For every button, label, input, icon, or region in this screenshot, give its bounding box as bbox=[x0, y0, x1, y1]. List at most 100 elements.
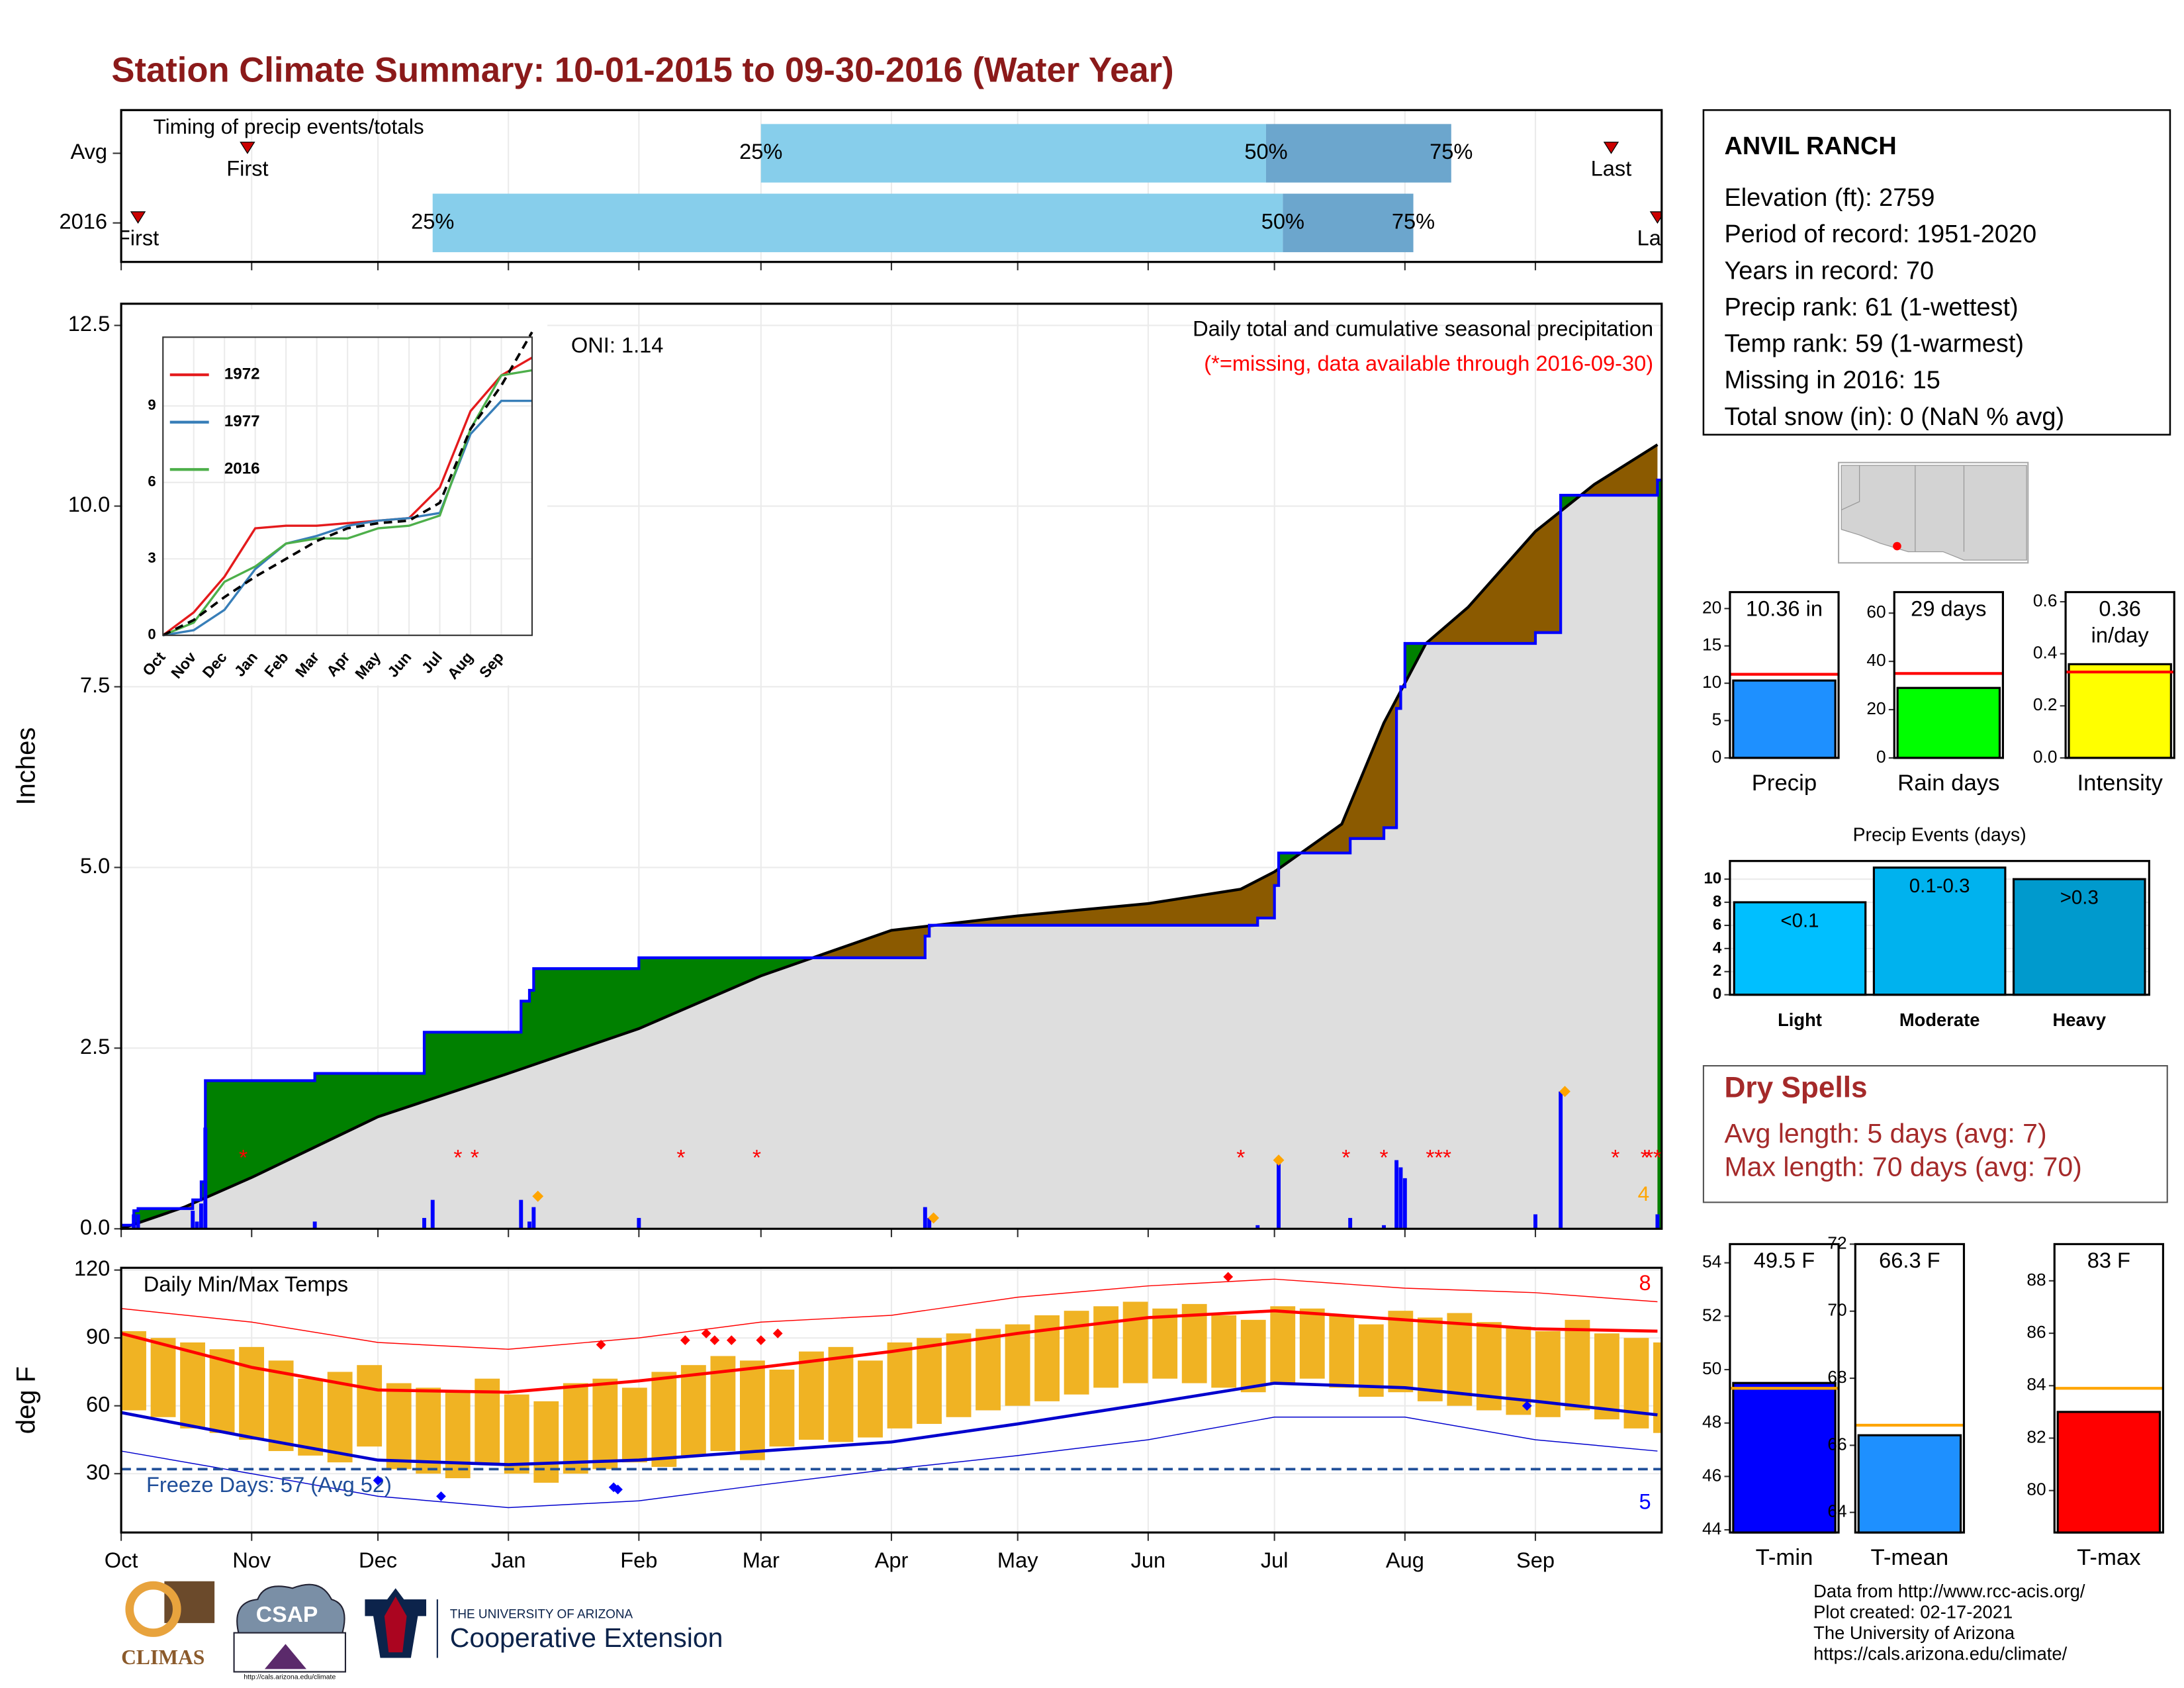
daily-range bbox=[1417, 1317, 1443, 1401]
series-line bbox=[162, 399, 532, 637]
x-tick-label: Sep bbox=[1516, 1548, 1555, 1572]
panel-frame bbox=[120, 303, 1663, 1230]
y-tick-label: 5 bbox=[1712, 709, 1722, 729]
daily-range bbox=[592, 1378, 618, 1470]
logo-shape bbox=[236, 1583, 345, 1638]
footer-line: Plot created: 02-17-2021 bbox=[1813, 1601, 2013, 1622]
daily-range bbox=[180, 1342, 205, 1429]
missing-marker: * bbox=[1645, 1146, 1653, 1170]
event-marker bbox=[240, 142, 255, 154]
y-tick-label: 60 bbox=[86, 1391, 110, 1416]
station-line: Period of record: 1951-2020 bbox=[1724, 220, 2036, 248]
y-tick-label: 60 bbox=[1866, 602, 1886, 622]
daily-bar bbox=[203, 1127, 208, 1229]
daily-range bbox=[1093, 1306, 1119, 1388]
station-line: Elevation (ft): 2759 bbox=[1724, 184, 1934, 212]
x-tick-label: May bbox=[997, 1548, 1038, 1572]
missing-marker: * bbox=[1443, 1146, 1451, 1170]
logo-shape bbox=[125, 1581, 181, 1637]
quantile-label: 25% bbox=[411, 209, 454, 233]
x-tick-label: T-max bbox=[2077, 1545, 2140, 1570]
daily-range bbox=[946, 1333, 972, 1417]
y-tick-label: 8 bbox=[1713, 892, 1721, 910]
x-tick-label: T-mean bbox=[1871, 1545, 1949, 1570]
y-tick-label: 86 bbox=[2026, 1322, 2046, 1342]
legend-label: 1972 bbox=[224, 365, 260, 383]
y-axis-label: deg F bbox=[12, 1366, 41, 1434]
bar-label: <0.1 bbox=[1780, 910, 1819, 931]
daily-range bbox=[1064, 1311, 1089, 1395]
bar-label-text: 49.5 F bbox=[1753, 1249, 1815, 1274]
record-high-line bbox=[121, 1278, 1658, 1350]
daily-bar bbox=[199, 1203, 203, 1229]
bar bbox=[1732, 679, 1837, 759]
bar-label: 0.36 in/day bbox=[2091, 597, 2149, 649]
daily-range bbox=[504, 1394, 529, 1474]
csap-logo: CSAP http://cals.arizona.edu/climate bbox=[233, 1583, 346, 1681]
daily-range bbox=[445, 1392, 471, 1479]
missing-marker: * bbox=[1611, 1146, 1619, 1170]
dry-spells-line: Max length: 70 days (avg: 70) bbox=[1724, 1152, 2081, 1182]
daily-range bbox=[1653, 1342, 1662, 1433]
daily-range bbox=[298, 1378, 324, 1456]
bar-label: >0.3 bbox=[2060, 886, 2099, 908]
bar bbox=[1896, 686, 2001, 759]
average-line bbox=[120, 443, 1659, 1231]
ua-logo: THE UNIVERSITY OF ARIZONA Cooperative Ex… bbox=[365, 1588, 723, 1658]
row-label: Avg bbox=[70, 139, 107, 164]
y-tick-label: 84 bbox=[2026, 1374, 2046, 1394]
daily-range bbox=[976, 1329, 1001, 1411]
daily-bar bbox=[312, 1221, 317, 1229]
x-tick-label: Mar bbox=[743, 1548, 780, 1572]
bar-label: 66.3 F bbox=[1879, 1250, 1940, 1274]
daily-range bbox=[1181, 1303, 1207, 1383]
daily-range bbox=[739, 1360, 765, 1460]
y-tick-label: 52 bbox=[1702, 1305, 1721, 1325]
quantile-label: 75% bbox=[1392, 209, 1435, 233]
daily-range bbox=[1447, 1313, 1473, 1406]
logo-text: THE UNIVERSITY OF ARIZONA bbox=[450, 1607, 633, 1621]
panel-frame bbox=[162, 336, 533, 636]
daily-bar bbox=[136, 1214, 140, 1229]
y-tick-label: 0 bbox=[1713, 985, 1721, 1003]
y-tick-label: 50 bbox=[1702, 1358, 1721, 1378]
missing-marker: * bbox=[1641, 1146, 1649, 1170]
map-land bbox=[1841, 465, 2027, 561]
bar-label: 29 days bbox=[1911, 598, 1986, 622]
inset-bg bbox=[122, 309, 548, 686]
cumulative-line bbox=[121, 479, 1662, 1227]
bar bbox=[2068, 663, 2172, 759]
panel-frame bbox=[2053, 1243, 2165, 1534]
daily-range bbox=[1152, 1308, 1178, 1379]
missing-marker: * bbox=[752, 1146, 761, 1170]
daily-range bbox=[651, 1372, 677, 1467]
daily-range bbox=[858, 1360, 883, 1438]
daily-bar bbox=[1402, 1178, 1407, 1229]
normal-low-line bbox=[121, 1382, 1658, 1466]
y-axis-label: Inches bbox=[12, 727, 41, 806]
station-line: Total snow (in): 0 (NaN % avg) bbox=[1724, 403, 2064, 431]
y-tick-label: 9 bbox=[148, 397, 156, 413]
y-tick-label: 0.0 bbox=[2033, 747, 2058, 767]
daily-bar bbox=[1277, 1160, 1281, 1229]
daily-range bbox=[828, 1346, 854, 1442]
y-tick-label: 0 bbox=[1876, 747, 1886, 767]
record-marker bbox=[1273, 1154, 1285, 1166]
station-dot bbox=[1893, 541, 1901, 551]
bar bbox=[2012, 878, 2146, 996]
y-tick-label: 3 bbox=[148, 549, 156, 566]
bar-label-text: 0.36 in/day bbox=[2091, 597, 2149, 649]
record-marker bbox=[613, 1484, 623, 1495]
logo-url: http://cals.arizona.edu/climate bbox=[244, 1673, 336, 1681]
daily-bar bbox=[527, 1221, 531, 1229]
daily-range bbox=[1122, 1301, 1148, 1383]
daily-range bbox=[799, 1351, 824, 1440]
panel-frame bbox=[1854, 1243, 1966, 1534]
y-tick-label: 66 bbox=[1827, 1434, 1846, 1454]
y-tick-label: 80 bbox=[2026, 1479, 2046, 1499]
footer-line: Data from http://www.rcc-acis.org/ bbox=[1813, 1581, 2085, 1601]
y-tick-label: 82 bbox=[2026, 1427, 2046, 1446]
y-tick-label: 6 bbox=[148, 473, 156, 490]
footer-line: https://cals.arizona.edu/climate/ bbox=[1813, 1644, 2067, 1664]
